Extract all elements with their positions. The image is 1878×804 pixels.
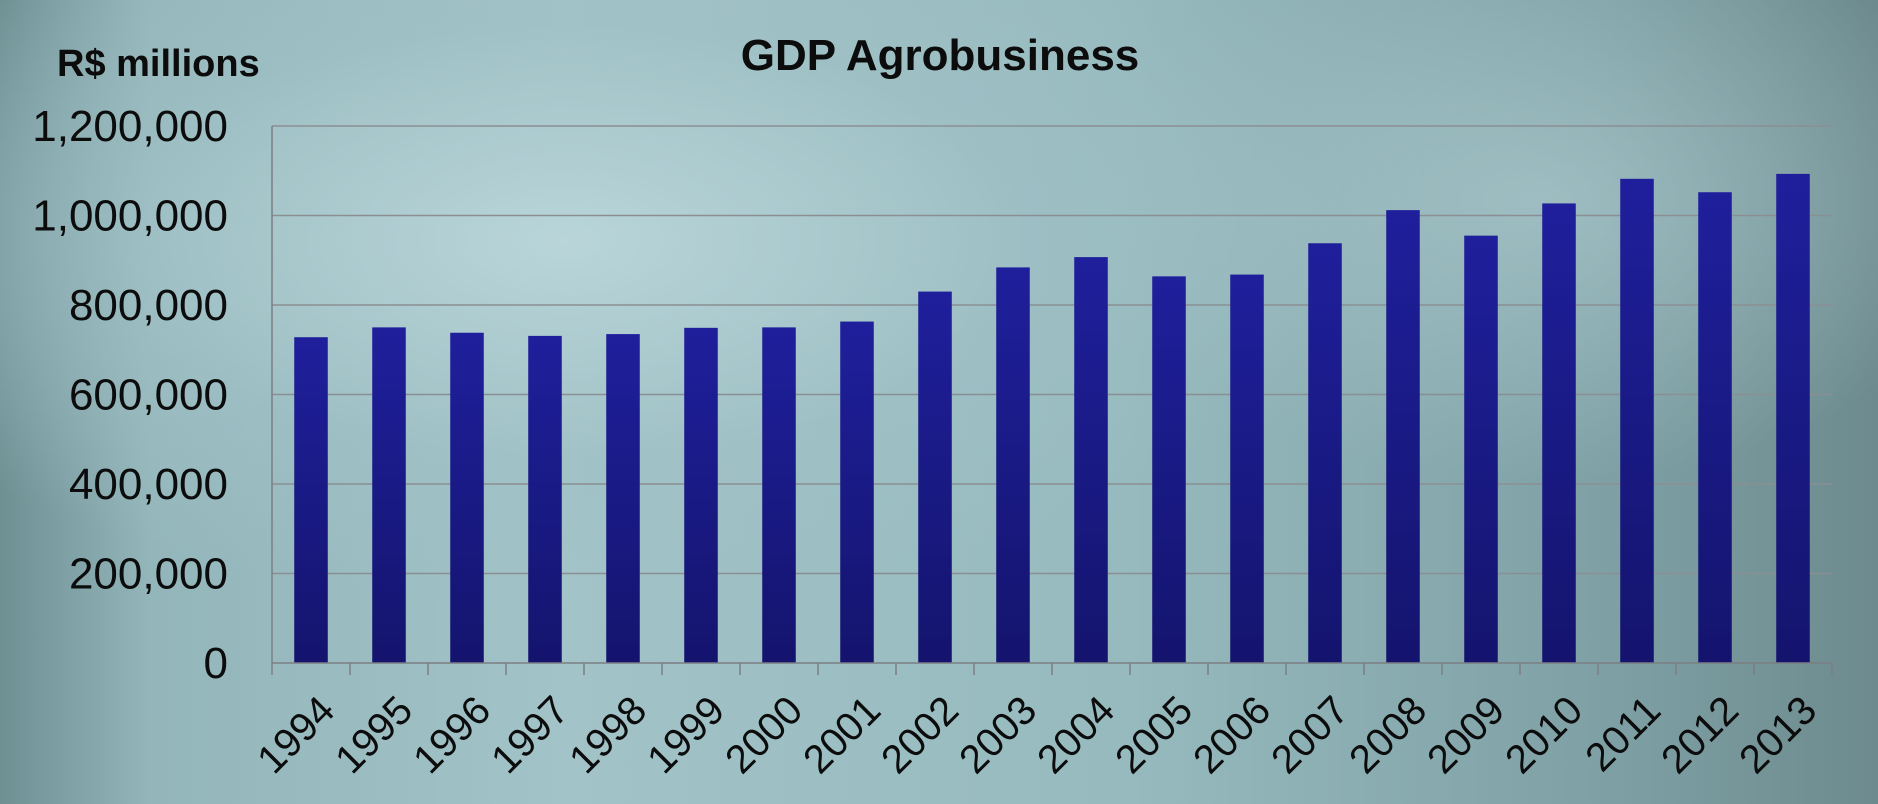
y-tick-label: 200,000 <box>69 550 228 599</box>
x-tick-label: 1996 <box>405 688 499 782</box>
x-tick-label: 2003 <box>951 688 1045 782</box>
chart-title: GDP Agrobusiness <box>741 31 1140 80</box>
y-tick-label: 400,000 <box>69 460 228 509</box>
x-tick-label: 1999 <box>639 688 733 782</box>
x-tick-label: 2011 <box>1577 688 1669 780</box>
bar-2003 <box>996 267 1030 663</box>
bar-1998 <box>606 334 640 663</box>
y-axis-label: R$ millions <box>57 43 260 85</box>
x-tick-label: 2000 <box>717 688 811 782</box>
bar-2008 <box>1386 210 1420 663</box>
y-tick-label: 1,000,000 <box>32 192 228 241</box>
bar-2012 <box>1698 192 1732 664</box>
bar-2011 <box>1620 178 1654 663</box>
bar-1994 <box>294 337 328 663</box>
bars <box>294 173 1810 664</box>
bar-1997 <box>528 335 562 663</box>
x-tick-label: 2008 <box>1341 688 1435 782</box>
x-tick-label: 2006 <box>1185 688 1279 782</box>
x-tick-label: 1997 <box>483 688 577 782</box>
y-tick-label: 0 <box>204 639 228 688</box>
x-tick-label: 2004 <box>1029 688 1123 782</box>
bar-2009 <box>1464 235 1498 663</box>
bar-1995 <box>372 327 406 663</box>
x-tick-label: 2007 <box>1263 688 1357 782</box>
bar-2000 <box>762 327 796 663</box>
bar-2002 <box>918 291 952 663</box>
bar-1996 <box>450 332 484 663</box>
x-tick-label: 2009 <box>1419 688 1513 782</box>
x-tick-label: 1994 <box>249 688 343 782</box>
x-tick-label: 2001 <box>795 688 889 782</box>
x-tick-label: 1998 <box>561 688 655 782</box>
bar-2006 <box>1230 274 1264 663</box>
axes <box>271 126 1833 675</box>
x-tick-labels: 1994199519961997199819992000200120022003… <box>249 688 1825 782</box>
y-tick-labels: 0 200,000 400,000 600,000 800,000 1,000,000 1,… <box>32 102 228 688</box>
x-tick-label: 2013 <box>1731 688 1825 782</box>
bar-2007 <box>1308 243 1342 663</box>
gridlines <box>272 125 1832 575</box>
bar-2001 <box>840 321 874 663</box>
y-tick-label: 800,000 <box>69 281 228 330</box>
bar-2010 <box>1542 203 1576 664</box>
y-tick-label: 1,200,000 <box>32 102 228 151</box>
bar-2005 <box>1152 276 1186 663</box>
y-tick-label: 600,000 <box>69 371 228 420</box>
x-tick-label: 2002 <box>873 688 967 782</box>
x-tick-label: 2012 <box>1653 688 1747 782</box>
x-tick-label: 2010 <box>1497 688 1591 782</box>
bar-1999 <box>684 327 718 663</box>
bar-2013 <box>1776 173 1810 663</box>
bar-2004 <box>1074 257 1108 663</box>
x-tick-label: 2005 <box>1107 688 1201 782</box>
x-tick-label: 1995 <box>327 688 421 782</box>
